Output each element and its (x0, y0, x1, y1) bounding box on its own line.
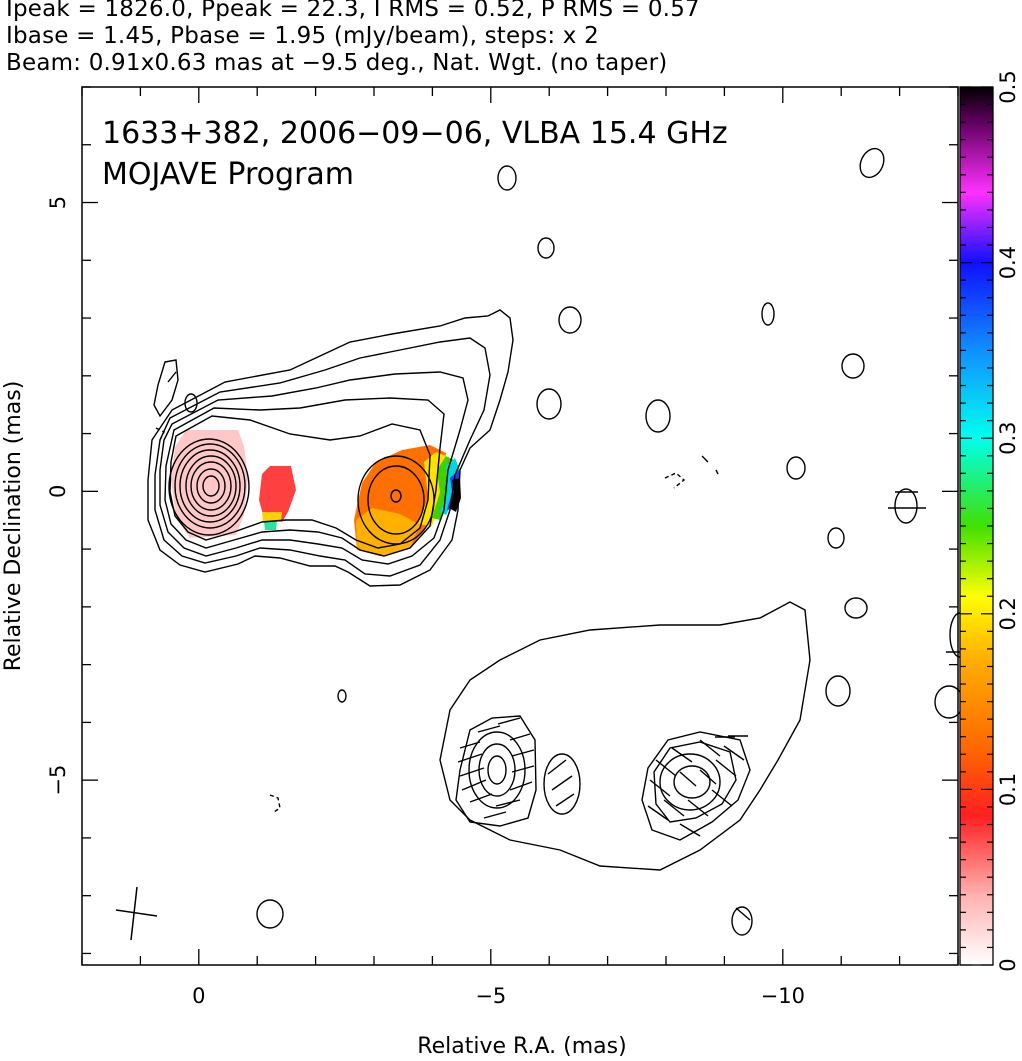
noise-contour (731, 906, 753, 936)
noise-contour (859, 147, 885, 179)
noise-contour (645, 399, 671, 433)
contour-knot-2 (367, 465, 425, 535)
header-line-1: Ipeak = 1826.0, Ppeak = 22.3, I RMS = 0.… (6, 0, 700, 22)
noise-contour (844, 597, 868, 619)
beam-cross (115, 886, 158, 941)
contour-4 (164, 397, 445, 557)
colorbar-tick-label: 0 (996, 958, 1020, 971)
colorbar-tick-label: 0.2 (996, 597, 1020, 630)
header-line-3: Beam: 0.91x0.63 mas at −9.5 deg., Nat. W… (6, 50, 668, 76)
program-annotation: MOJAVE Program (102, 157, 354, 192)
x-tick-label: −10 (761, 984, 805, 1008)
noise-contour (256, 899, 284, 929)
noise-contour (153, 359, 179, 418)
x-tick-label: −5 (475, 984, 506, 1008)
header-line-2: Ibase = 1.45, Pbase = 1.95 (mJy/beam), s… (6, 23, 599, 49)
contour-core-7 (202, 475, 220, 497)
noise-contour-dashed (269, 794, 281, 813)
y-tick-label: −5 (46, 765, 70, 796)
y-tick-label: 5 (46, 196, 70, 209)
noise-contour (786, 456, 806, 480)
contour-core-1 (168, 438, 250, 536)
noise-contour-dashed (155, 427, 165, 441)
contour-core-3 (179, 449, 241, 523)
contour-south-knot3-d (673, 765, 711, 799)
colorbar-tick-label: 0.3 (996, 421, 1020, 454)
contour-core-2 (174, 443, 246, 529)
axis-tick-labels: 0 −5 −10 −5 0 5 (46, 196, 805, 1008)
evpa-ticks (167, 371, 968, 921)
contour-south-knot3-c (659, 753, 721, 811)
colorbar-ticks (960, 86, 993, 966)
contour-south-knot2 (543, 753, 581, 815)
x-tick-label: 0 (192, 984, 205, 1008)
x-axis-label: Relative R.A. (mas) (417, 1034, 626, 1059)
pol-patch-inner-knot-cyan (264, 521, 277, 530)
contour-south-outer (439, 601, 811, 871)
colorbar-tick-label: 0.4 (996, 246, 1020, 279)
noise-contour (841, 353, 865, 379)
contour-core-6 (196, 468, 226, 504)
noise-contour (825, 675, 851, 707)
contour-south-knot3-a (641, 731, 751, 841)
axis-ticks (81, 86, 959, 965)
contour-outer (147, 309, 514, 587)
contour-5 (169, 415, 431, 549)
contour-south-knot3-b (653, 741, 737, 823)
contour-core-4 (185, 455, 237, 517)
noise-contour (934, 685, 964, 719)
source-annotation: 1633+382, 2006−09−06, VLBA 15.4 GHz (102, 116, 728, 151)
noise-contour (894, 488, 918, 524)
contour-south-knot1-a (455, 715, 537, 827)
noise-contour (184, 393, 198, 413)
contour-knot-1 (357, 455, 435, 545)
pol-patch-inner-knot (259, 466, 296, 522)
colorbar-tick-labels: 0 0.1 0.2 0.3 0.4 0.5 (996, 70, 1020, 971)
noise-contour (497, 165, 517, 191)
y-tick-label: 0 (46, 485, 70, 498)
contour-south-knot1-d (487, 755, 507, 785)
intensity-contours (147, 147, 971, 936)
y-axis-label: Relative Declination (mas) (1, 381, 26, 672)
contour-south-knot1-c (478, 743, 516, 797)
noise-contour (537, 237, 555, 259)
colorbar-tick-label: 0.1 (996, 773, 1020, 806)
noise-contour-dashed (664, 472, 686, 489)
contour-south-knot1-b (468, 731, 526, 809)
noise-contour (337, 689, 347, 703)
plot-frame (81, 86, 959, 966)
noise-contour (536, 388, 562, 420)
noise-contour (761, 302, 775, 326)
contour-knot-3 (390, 489, 402, 503)
pol-patch-inner-knot-edge (262, 512, 282, 522)
contour-3 (159, 371, 469, 565)
contour-core-5 (190, 461, 232, 511)
colorbar-tick-label: 0.5 (996, 70, 1020, 103)
noise-contour (558, 306, 582, 334)
noise-contour (827, 527, 845, 549)
contour-2 (154, 337, 491, 577)
